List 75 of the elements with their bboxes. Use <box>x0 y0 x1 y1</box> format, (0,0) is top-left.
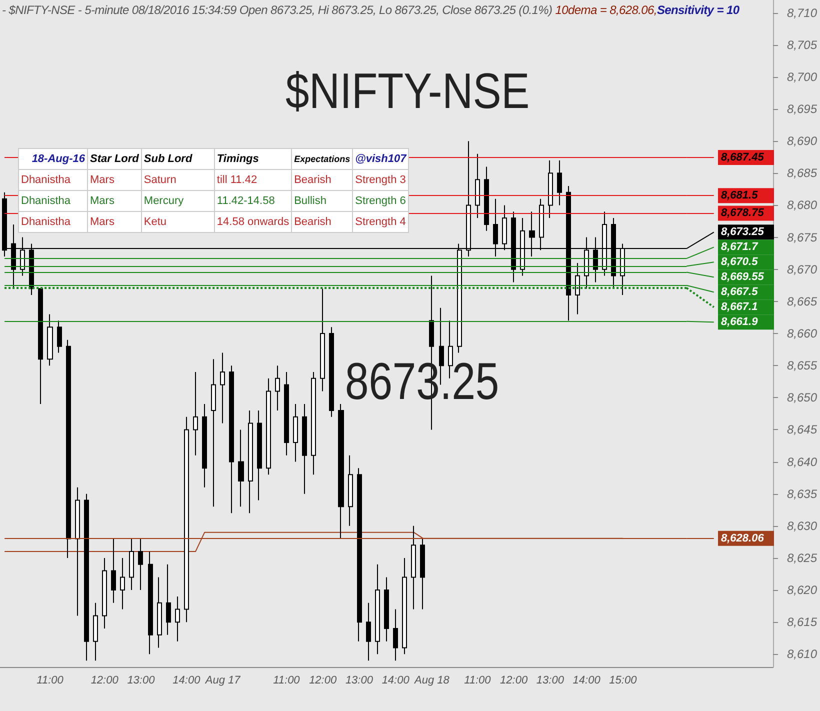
annotation: Strength 4 <box>352 212 409 232</box>
annotation: Expectations <box>292 148 353 170</box>
ref-line-label: 8,667.1 <box>721 301 758 314</box>
annotation: Bearish <box>292 170 353 190</box>
x-tick-label: Aug 18 <box>414 674 450 686</box>
x-tick-label: 13:00 <box>345 674 374 686</box>
x-tick-label: 11:00 <box>36 674 64 686</box>
x-tick-label: 13:00 <box>536 674 565 686</box>
annotation: Mars <box>88 170 142 190</box>
annotation: 14.58 onwards <box>214 212 292 232</box>
y-tick-label: 8,700 <box>786 70 818 84</box>
y-tick-label: 8,660 <box>786 326 818 340</box>
annotation: @vish107 <box>352 148 409 170</box>
legend-label: 8,671.7 <box>721 241 759 254</box>
annotation: Sub Lord <box>141 148 214 170</box>
x-tick-label: 12:00 <box>309 674 338 686</box>
x-tick-label: 14:00 <box>172 674 202 686</box>
ref-line-label: 8,673.25 <box>721 226 765 238</box>
annotation: Dhanistha <box>18 190 88 212</box>
x-tick-label: 13:00 <box>127 674 156 686</box>
y-tick-label: 8,615 <box>786 615 818 630</box>
text: Sensitivity = 10 <box>656 3 740 17</box>
y-tick-label: 8,685 <box>786 166 818 180</box>
x-tick-label: 11:00 <box>273 674 301 686</box>
annotation: Bearish <box>292 212 353 232</box>
annotation: Saturn <box>141 170 214 190</box>
ref-line-label: 8,681.5 <box>721 190 759 202</box>
ref-line-label: 8,669.55 <box>721 271 765 284</box>
annotation: till 11.42 <box>214 170 292 190</box>
ref-line-label: 8,667.5 <box>721 286 759 298</box>
y-tick-label: 8,655 <box>786 358 818 373</box>
annotation: Star Lord <box>88 148 142 170</box>
ref-line-label: 8,687.45 <box>721 151 765 164</box>
x-tick-label: Aug 17 <box>204 674 242 686</box>
annotation: Mercury <box>141 190 214 212</box>
ref-line-label: 8,678.75 <box>721 207 765 220</box>
x-tick-label: 14:00 <box>382 674 410 686</box>
chart-title: - $NIFTY-NSE - 5-minute 08/18/2016 15:34:59 Open 8673.25, Hi 8673.25, Lo 8673.25, Close 8673.25 (0.1%) <box>2 3 552 17</box>
y-tick-label: 8,640 <box>786 454 818 469</box>
y-tick-label: 8,695 <box>786 102 818 116</box>
annotation: Timings <box>214 148 292 170</box>
annotation: Dhanistha <box>18 170 88 190</box>
y-tick-label: 8,680 <box>786 198 818 212</box>
annotation: 10dema = 8,628.06, <box>555 3 657 17</box>
y-tick-label: 8,645 <box>786 422 818 437</box>
x-tick-label: 15:00 <box>609 674 638 686</box>
y-tick-label: 8,630 <box>786 518 818 533</box>
annotation: Strength 6 <box>352 190 409 212</box>
ref-line-label: 8,628.06 <box>721 532 765 544</box>
y-tick-label: 8,710 <box>786 6 818 20</box>
x-tick-label: 12:00 <box>500 674 528 686</box>
y-tick-label: 8,620 <box>786 583 818 598</box>
annotation: Strength 3 <box>352 170 409 190</box>
ref-line-label: 8,661.9 <box>721 316 759 328</box>
y-tick-label: 8,690 <box>786 134 818 148</box>
x-tick-label: 12:00 <box>90 674 120 686</box>
annotation: Mars <box>88 212 142 232</box>
y-tick-label: 8,610 <box>786 647 818 662</box>
ref-line-label: 8,670.5 <box>721 256 759 268</box>
y-tick-label: 8,705 <box>786 38 818 52</box>
y-tick-label: 8,675 <box>786 230 818 244</box>
y-tick-label: 8,665 <box>786 294 818 308</box>
y-tick-label: 8,670 <box>786 262 818 276</box>
annotation: $NIFTY-NSE <box>286 62 530 120</box>
x-tick-label: 14:00 <box>572 674 602 686</box>
annotation: 18-Aug-16 <box>18 148 88 170</box>
annotation: 11.42-14.58 <box>214 190 292 212</box>
annotation: Dhanistha <box>18 212 88 232</box>
x-tick-label: 11:00 <box>464 674 492 686</box>
y-tick-label: 8,650 <box>786 390 818 405</box>
annotation: Mars <box>88 190 142 212</box>
y-tick-label: 8,625 <box>786 550 818 565</box>
annotation: Bullish <box>292 190 353 212</box>
y-tick-label: 8,635 <box>786 486 818 501</box>
annotation: Ketu <box>141 212 214 232</box>
